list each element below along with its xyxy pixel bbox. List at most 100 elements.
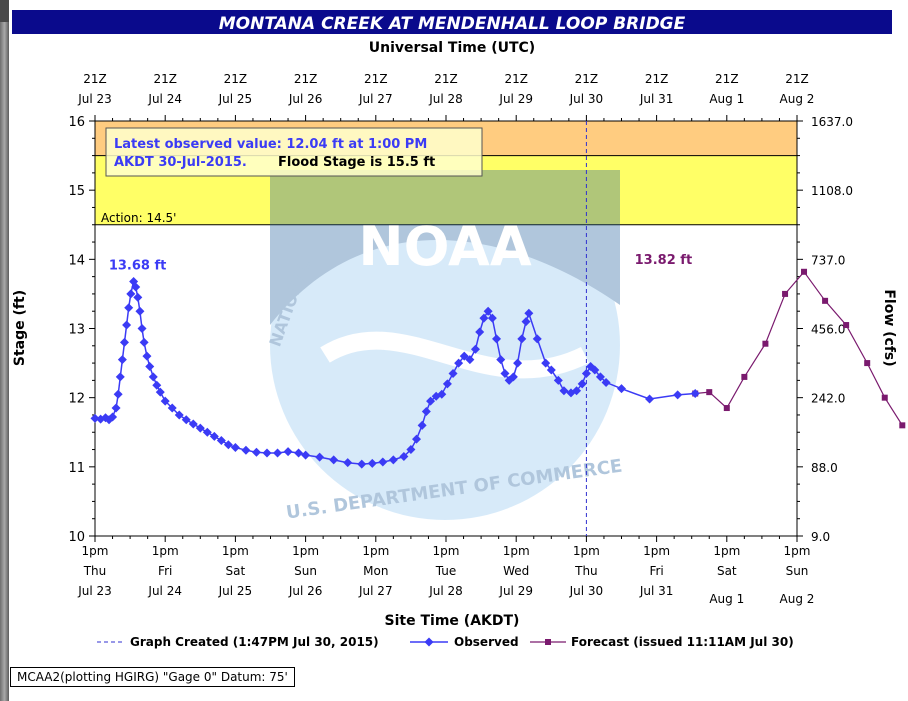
bottom-tick-day: Fri <box>158 564 172 578</box>
observed-point <box>131 282 141 292</box>
top-tick-date: Jul 25 <box>218 92 253 106</box>
bottom-tick-date: Jul 31 <box>639 584 674 598</box>
top-tick-date: Aug 2 <box>780 92 815 106</box>
forecast-point <box>881 394 888 401</box>
observed-point <box>448 368 458 378</box>
bottom-tick-date: Jul 24 <box>147 584 182 598</box>
observed-point <box>90 413 100 423</box>
observed-point <box>152 380 162 390</box>
observed-point <box>160 396 170 406</box>
top-tick-hour: 21Z <box>715 72 739 86</box>
datum-note: MCAA2(plotting HGIRG) "Gage 0" Datum: 75… <box>10 667 295 687</box>
observed-point <box>315 452 325 462</box>
top-tick-date: Jul 27 <box>358 92 393 106</box>
bottom-tick-day: Sat <box>717 564 737 578</box>
info-box <box>105 127 483 177</box>
legend-forecast-marker <box>545 639 551 645</box>
watermark-wave <box>320 331 590 379</box>
observed-point <box>521 317 531 327</box>
top-tick-date: Jul 28 <box>428 92 463 106</box>
observed-point <box>124 303 134 313</box>
top-tick-hour: 21Z <box>83 72 107 86</box>
left-tick-label: 13 <box>68 323 85 338</box>
bottom-tick-time: 1pm <box>82 544 109 558</box>
observed-point <box>137 324 147 333</box>
forecast-peak-label: 13.82 ft <box>635 253 693 268</box>
top-tick-date: Aug 1 <box>709 92 744 106</box>
observed-point <box>135 306 145 316</box>
top-tick-hour: 21Z <box>504 72 528 86</box>
action-label: Action: 14.5' <box>101 211 176 225</box>
bottom-tick-time: 1pm <box>222 544 249 558</box>
observed-point <box>487 313 497 323</box>
bottom-tick-time: 1pm <box>784 544 811 558</box>
observed-point <box>483 306 493 316</box>
top-tick-hour: 21Z <box>575 72 599 86</box>
observed-point <box>367 458 377 468</box>
right-tick-label: 737.0 <box>811 253 845 267</box>
top-tick-date: Jul 26 <box>288 92 323 106</box>
chart-title: MONTANA CREEK AT MENDENHALL LOOP BRIDGE <box>219 14 686 34</box>
observed-point <box>479 313 489 323</box>
window-left-edge <box>0 0 9 701</box>
observed-point <box>492 334 502 344</box>
observed-point <box>553 375 563 385</box>
forecast-point <box>762 340 769 347</box>
left-axis-title: Stage (ft) <box>12 290 28 366</box>
observed-point <box>645 394 655 404</box>
legend-observed-label: Observed <box>454 635 519 649</box>
bottom-axis-title: Site Time (AKDT) <box>385 613 520 629</box>
observed-point <box>690 389 700 399</box>
observed-point <box>202 427 212 437</box>
observed-point <box>496 355 506 365</box>
top-tick-hour: 21Z <box>785 72 809 86</box>
left-tick-label: 11 <box>68 461 85 476</box>
observed-point <box>283 447 293 457</box>
observed-point <box>524 308 534 318</box>
observed-point <box>216 436 226 446</box>
observed-point <box>209 431 219 441</box>
observed-point <box>581 368 591 378</box>
bottom-tick-date: Jul 27 <box>358 584 393 598</box>
right-axis-title: Flow (cfs) <box>881 289 897 366</box>
forecast-point <box>801 268 808 275</box>
bottom-tick-day: Thu <box>83 564 107 578</box>
bottom-tick-day: Tue <box>435 564 457 578</box>
observed-point <box>108 412 118 422</box>
top-tick-hour: 21Z <box>434 72 458 86</box>
top-tick-hour: 21Z <box>153 72 177 86</box>
top-tick-hour: 21Z <box>364 72 388 86</box>
bottom-tick-day: Thu <box>574 564 598 578</box>
observed-point <box>181 415 191 425</box>
right-tick-label: 1108.0 <box>811 184 853 198</box>
top-tick-hour: 21Z <box>645 72 669 86</box>
observed-point <box>142 351 152 361</box>
right-tick-label: 9.0 <box>811 530 830 544</box>
observed-point <box>513 358 523 368</box>
observed-point <box>133 292 143 302</box>
info-box-line2b: Flood Stage is 15.5 ft <box>278 155 435 170</box>
left-tick-label: 12 <box>68 392 85 407</box>
top-tick-date: Jul 23 <box>77 92 112 106</box>
observed-point <box>459 351 469 361</box>
right-tick-label: 88.0 <box>811 461 838 475</box>
observed-point <box>155 387 165 397</box>
observed-point <box>174 410 184 420</box>
legend-created-label: Graph Created (1:47PM Jul 30, 2015) <box>130 635 379 649</box>
bottom-tick-date: Jul 28 <box>428 584 463 598</box>
observed-point <box>572 386 582 396</box>
forecast-point <box>723 405 730 412</box>
observed-point <box>500 368 510 378</box>
top-tick-date: Jul 31 <box>639 92 674 106</box>
observed-point <box>139 337 149 347</box>
observed-point <box>508 372 518 382</box>
right-tick-label: 456.0 <box>811 323 845 337</box>
observed-point <box>601 377 611 387</box>
observed-point <box>617 384 626 394</box>
observed-point <box>577 379 587 389</box>
right-tick-label: 242.0 <box>811 392 845 406</box>
observed-point <box>117 355 127 365</box>
observed-point <box>113 389 123 399</box>
observed-point <box>251 447 261 457</box>
